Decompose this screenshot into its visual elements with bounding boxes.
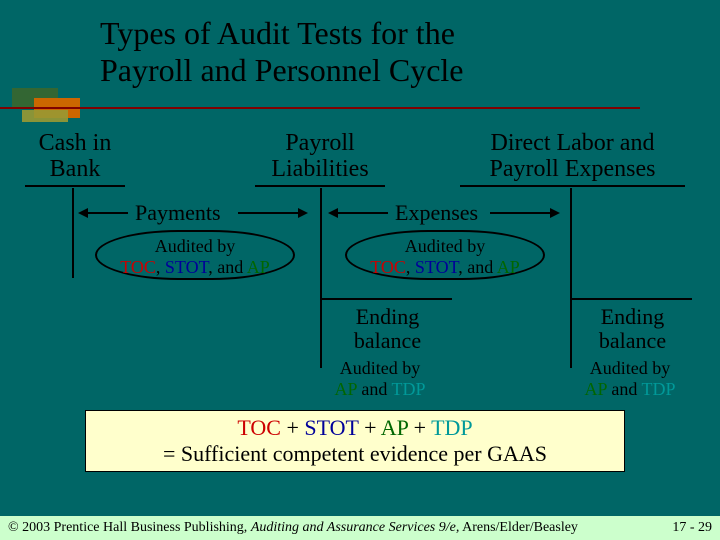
oval-right-stot: STOT [415, 257, 458, 277]
oval-left-toc: TOC [120, 257, 156, 277]
footer-copyright: © 2003 Prentice Hall Business Publishing… [8, 520, 251, 535]
title-line1: Types of Audit Tests for the [100, 15, 455, 51]
sep-line-liab [322, 298, 452, 300]
oval-right-line1: Audited by [347, 236, 543, 257]
ending-balance-liab: Ending balance [340, 305, 435, 353]
arrow-payments-left-line [88, 212, 128, 214]
footer-page: 17 - 29 [672, 520, 712, 536]
arrow-expenses-right-line [490, 212, 550, 214]
oval-left-ap: AP [247, 257, 270, 277]
footer-authors: Arens/Elder/Beasley [459, 520, 578, 535]
oval-audit-expenses: Audited by TOC, STOT, and AP [345, 230, 545, 280]
t-line-exp [570, 188, 572, 368]
oval-left-stot: STOT [165, 257, 208, 277]
oval-left-line1: Audited by [97, 236, 293, 257]
label-payments: Payments [135, 200, 221, 226]
title-line2: Payroll and Personnel Cycle [100, 52, 463, 88]
title-underline [0, 107, 640, 109]
arrow-expenses-right-head [550, 208, 560, 218]
oval-right-toc: TOC [370, 257, 406, 277]
oval-right-ap: AP [497, 257, 520, 277]
t-line-cash [72, 188, 74, 278]
arrow-payments-right-line [238, 212, 298, 214]
audit-note-liab: Audited by AP and TDP [315, 358, 445, 399]
arrow-payments-left-head [78, 208, 88, 218]
formula-line1: TOC + STOT + AP + TDP [96, 415, 614, 441]
arrow-expenses-left-head [328, 208, 338, 218]
label-expenses: Expenses [395, 200, 478, 226]
diagram-stage: Cash in Bank Payroll Liabilities Direct … [0, 130, 720, 490]
heading-expenses: Direct Labor and Payroll Expenses [460, 130, 685, 187]
slide-title: Types of Audit Tests for the Payroll and… [0, 0, 720, 89]
formula-line2: = Sufficient competent evidence per GAAS [96, 441, 614, 467]
formula-box: TOC + STOT + AP + TDP = Sufficient compe… [85, 410, 625, 472]
audit-note-exp: Audited by AP and TDP [565, 358, 695, 399]
arrow-expenses-left-line [338, 212, 388, 214]
arrow-payments-right-head [298, 208, 308, 218]
footer-book-title: Auditing and Assurance Services 9/e, [251, 520, 460, 535]
logo-mark [12, 88, 87, 124]
heading-liabilities: Payroll Liabilities [255, 130, 385, 187]
t-line-liab [320, 188, 322, 368]
oval-audit-payments: Audited by TOC, STOT, and AP [95, 230, 295, 280]
ending-balance-exp: Ending balance [585, 305, 680, 353]
heading-cash: Cash in Bank [25, 130, 125, 187]
footer: © 2003 Prentice Hall Business Publishing… [0, 516, 720, 540]
sep-line-exp [572, 298, 692, 300]
